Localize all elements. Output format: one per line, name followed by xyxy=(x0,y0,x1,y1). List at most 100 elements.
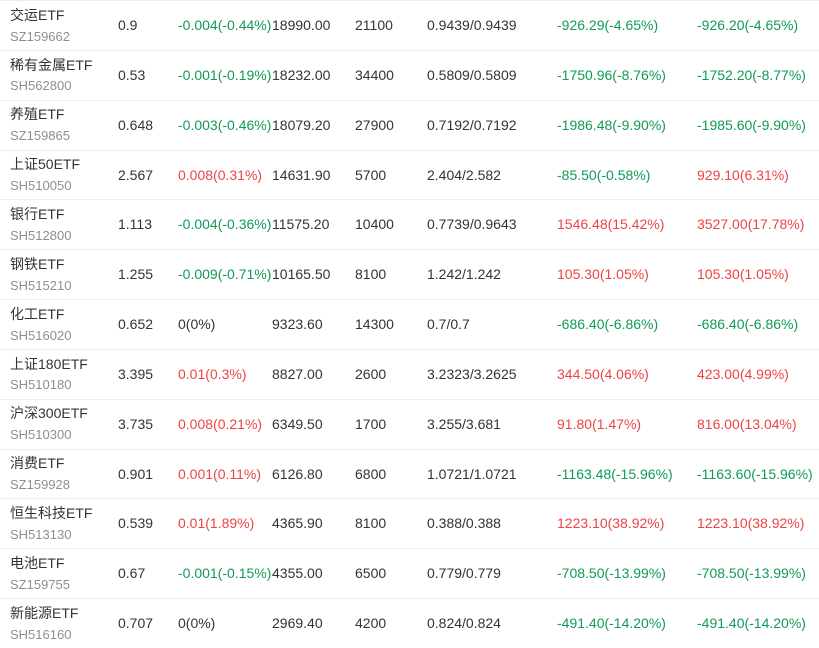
etf-name[interactable]: 银行ETF xyxy=(10,206,65,223)
etf-name[interactable]: 恒生科技ETF xyxy=(10,505,93,522)
nav-pair-cell: 0.5809/0.5809 xyxy=(427,66,517,83)
amount-cell: 9323.60 xyxy=(272,316,323,333)
flow2-cell: -926.20(-4.65%) xyxy=(697,17,799,34)
etf-name-cell[interactable]: 银行ETF SH512800 xyxy=(10,206,118,243)
etf-code: SH562800 xyxy=(10,78,72,94)
etf-name[interactable]: 消费ETF xyxy=(10,455,65,472)
flow2-cell: -686.40(-6.86%) xyxy=(697,316,799,333)
flow1-cell: -708.50(-13.99%) xyxy=(557,565,666,582)
etf-name[interactable]: 稀有金属ETF xyxy=(10,56,93,73)
price-cell: 0.652 xyxy=(118,316,154,333)
table-row[interactable]: 沪深300ETF SH510300 3.735 0.008(0.21%) 634… xyxy=(0,399,819,450)
etf-name-cell[interactable]: 沪深300ETF SH510300 xyxy=(10,405,118,442)
etf-name-cell[interactable]: 稀有金属ETF SH562800 xyxy=(10,57,118,94)
flow1-cell: 1546.48(15.42%) xyxy=(557,216,665,233)
table-row[interactable]: 电池ETF SZ159755 0.67 -0.001(-0.15%) 4355.… xyxy=(0,549,819,600)
table-row[interactable]: 新能源ETF SH516160 0.707 0(0%) 2969.40 4200… xyxy=(0,599,819,648)
change-cell: 0.001(0.11%) xyxy=(178,465,262,482)
etf-code: SH515210 xyxy=(10,277,72,293)
etf-name[interactable]: 养殖ETF xyxy=(10,106,65,123)
price-cell: 0.707 xyxy=(118,615,154,632)
amount-cell: 18990.00 xyxy=(272,17,331,34)
price-cell: 0.67 xyxy=(118,565,146,582)
etf-name-cell[interactable]: 消费ETF SZ159928 xyxy=(10,455,118,492)
flow2-cell: -1752.20(-8.77%) xyxy=(697,66,806,83)
amount-cell: 4355.00 xyxy=(272,565,323,582)
change-cell: -0.003(-0.46%) xyxy=(178,116,272,133)
price-cell: 0.9 xyxy=(118,17,138,34)
table-row[interactable]: 养殖ETF SZ159865 0.648 -0.003(-0.46%) 1807… xyxy=(0,100,819,151)
volume-cell: 27900 xyxy=(355,116,394,133)
etf-code: SZ159662 xyxy=(10,28,70,44)
etf-name-cell[interactable]: 上证50ETF SH510050 xyxy=(10,156,118,193)
etf-name-cell[interactable]: 化工ETF SH516020 xyxy=(10,306,118,343)
etf-code: SH516160 xyxy=(10,626,72,642)
etf-name-cell[interactable]: 恒生科技ETF SH513130 xyxy=(10,505,118,542)
etf-name[interactable]: 上证180ETF xyxy=(10,355,88,372)
table-row[interactable]: 稀有金属ETF SH562800 0.53 -0.001(-0.19%) 182… xyxy=(0,50,819,101)
flow1-cell: -686.40(-6.86%) xyxy=(557,316,659,333)
amount-cell: 18079.20 xyxy=(272,116,331,133)
flow2-cell: 3527.00(17.78%) xyxy=(697,216,805,233)
volume-cell: 5700 xyxy=(355,166,387,183)
nav-pair-cell: 0.824/0.824 xyxy=(427,615,501,632)
table-row[interactable]: 钢铁ETF SH515210 1.255 -0.009(-0.71%) 1016… xyxy=(0,250,819,301)
etf-name[interactable]: 钢铁ETF xyxy=(10,255,65,272)
nav-pair-cell: 0.7/0.7 xyxy=(427,316,470,333)
nav-pair-cell: 1.0721/1.0721 xyxy=(427,465,517,482)
table-row[interactable]: 化工ETF SH516020 0.652 0(0%) 9323.60 14300… xyxy=(0,300,819,350)
etf-name-cell[interactable]: 上证180ETF SH510180 xyxy=(10,356,118,393)
table-row[interactable]: 上证180ETF SH510180 3.395 0.01(0.3%) 8827.… xyxy=(0,349,819,400)
flow1-cell: -1750.96(-8.76%) xyxy=(557,66,666,83)
table-row[interactable]: 交运ETF SZ159662 0.9 -0.004(-0.44%) 18990.… xyxy=(0,1,819,51)
price-cell: 3.735 xyxy=(118,415,154,432)
volume-cell: 14300 xyxy=(355,316,394,333)
table-row[interactable]: 银行ETF SH512800 1.113 -0.004(-0.36%) 1157… xyxy=(0,200,819,251)
volume-cell: 21100 xyxy=(355,17,393,34)
change-cell: -0.004(-0.36%) xyxy=(178,216,272,233)
etf-name[interactable]: 交运ETF xyxy=(10,6,65,23)
nav-pair-cell: 2.404/2.582 xyxy=(427,166,501,183)
price-cell: 1.113 xyxy=(118,216,152,233)
flow1-cell: 1223.10(38.92%) xyxy=(557,515,665,532)
flow2-cell: -1985.60(-9.90%) xyxy=(697,116,806,133)
change-cell: 0.008(0.31%) xyxy=(178,166,263,183)
nav-pair-cell: 3.255/3.681 xyxy=(427,415,501,432)
flow1-cell: -1163.48(-15.96%) xyxy=(557,465,673,482)
price-cell: 0.539 xyxy=(118,515,154,532)
etf-name-cell[interactable]: 交运ETF SZ159662 xyxy=(10,7,118,44)
etf-code: SZ159865 xyxy=(10,128,70,144)
etf-name-cell[interactable]: 电池ETF SZ159755 xyxy=(10,555,118,592)
price-cell: 2.567 xyxy=(118,166,154,183)
amount-cell: 6349.50 xyxy=(272,415,323,432)
etf-name-cell[interactable]: 钢铁ETF SH515210 xyxy=(10,256,118,293)
price-cell: 1.255 xyxy=(118,266,154,283)
etf-name[interactable]: 化工ETF xyxy=(10,305,65,322)
flow2-cell: -491.40(-14.20%) xyxy=(697,615,806,632)
volume-cell: 34400 xyxy=(355,66,394,83)
volume-cell: 6800 xyxy=(355,465,387,482)
change-cell: 0.008(0.21%) xyxy=(178,415,263,432)
table-row[interactable]: 上证50ETF SH510050 2.567 0.008(0.31%) 1463… xyxy=(0,150,819,201)
etf-name[interactable]: 上证50ETF xyxy=(10,156,81,173)
amount-cell: 11575.20 xyxy=(272,216,330,233)
etf-code: SZ159755 xyxy=(10,576,70,592)
etf-name[interactable]: 电池ETF xyxy=(10,555,65,571)
etf-name-cell[interactable]: 新能源ETF SH516160 xyxy=(10,605,118,642)
etf-code: SH513130 xyxy=(10,526,72,542)
etf-name-cell[interactable]: 养殖ETF SZ159865 xyxy=(10,106,118,143)
flow1-cell: -926.29(-4.65%) xyxy=(557,17,659,34)
price-cell: 0.648 xyxy=(118,116,154,133)
table-row[interactable]: 消费ETF SZ159928 0.901 0.001(0.11%) 6126.8… xyxy=(0,449,819,500)
etf-code: SH516020 xyxy=(10,327,72,343)
nav-pair-cell: 0.7739/0.9643 xyxy=(427,216,517,233)
flow2-cell: 1223.10(38.92%) xyxy=(697,515,805,532)
etf-name[interactable]: 新能源ETF xyxy=(10,604,79,621)
etf-name[interactable]: 沪深300ETF xyxy=(10,405,88,422)
amount-cell: 4365.90 xyxy=(272,515,323,532)
change-cell: -0.004(-0.44%) xyxy=(178,17,272,34)
nav-pair-cell: 1.242/1.242 xyxy=(427,266,501,283)
flow2-cell: 423.00(4.99%) xyxy=(697,365,789,382)
change-cell: -0.001(-0.19%) xyxy=(178,66,272,83)
table-row[interactable]: 恒生科技ETF SH513130 0.539 0.01(1.89%) 4365.… xyxy=(0,499,819,550)
